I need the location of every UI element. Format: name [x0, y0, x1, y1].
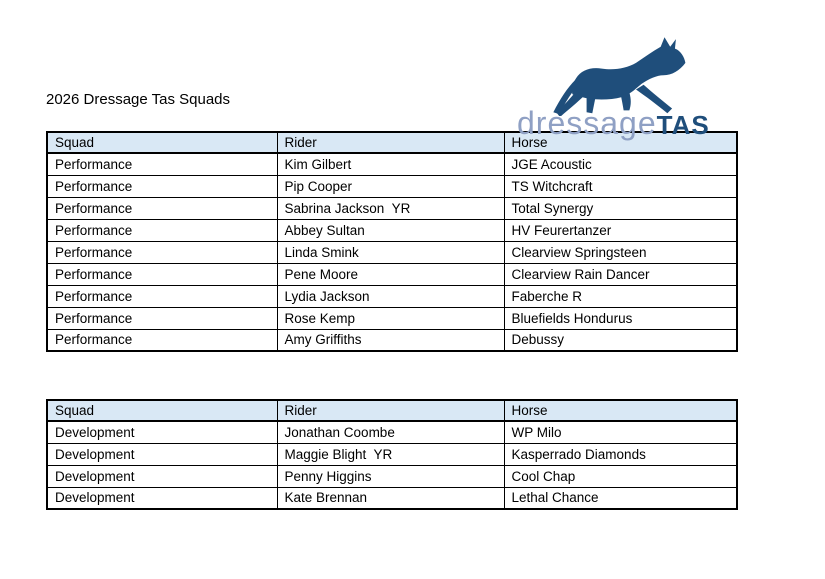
development-squad-table: Squad Rider Horse Development Jonathan C… — [46, 399, 738, 510]
horse-cell: Debussy — [503, 328, 738, 352]
rider-cell: Kate Brennan — [276, 486, 505, 510]
squad-cell: Performance — [46, 262, 278, 286]
horse-cell: TS Witchcraft — [503, 174, 738, 198]
horse-cell: Total Synergy — [503, 196, 738, 220]
table-row: Performance Amy Griffiths Debussy — [46, 328, 738, 352]
squad-cell: Performance — [46, 218, 278, 242]
rider-cell: Rose Kemp — [276, 306, 505, 330]
rider-cell: Pene Moore — [276, 262, 505, 286]
horse-cell: WP Milo — [503, 420, 738, 444]
horse-cell: Lethal Chance — [503, 486, 738, 510]
column-header-squad: Squad — [46, 399, 278, 422]
table-row: Performance Kim Gilbert JGE Acoustic — [46, 152, 738, 176]
squad-cell: Performance — [46, 196, 278, 220]
rider-cell: Linda Smink — [276, 240, 505, 264]
table-row: Performance Pene Moore Clearview Rain Da… — [46, 262, 738, 286]
rider-cell: Amy Griffiths — [276, 328, 505, 352]
table-row: Performance Linda Smink Clearview Spring… — [46, 240, 738, 264]
squad-cell: Performance — [46, 328, 278, 352]
horse-cell: Faberche R — [503, 284, 738, 308]
header-row: Squad Rider Horse — [46, 131, 738, 154]
squad-cell: Development — [46, 420, 278, 444]
horse-cell: Bluefields Hondurus — [503, 306, 738, 330]
table-row: Development Kate Brennan Lethal Chance — [46, 486, 738, 510]
column-header-squad: Squad — [46, 131, 278, 154]
horse-cell: HV Feurertanzer — [503, 218, 738, 242]
squad-cell: Development — [46, 442, 278, 466]
logo-wordmark: dressage TAS — [517, 107, 710, 139]
squad-cell: Performance — [46, 240, 278, 264]
table-row: Development Jonathan Coombe WP Milo — [46, 420, 738, 444]
logo-text-tas: TAS — [656, 110, 710, 140]
table-row: Performance Abbey Sultan HV Feurertanzer — [46, 218, 738, 242]
table-row: Performance Sabrina Jackson YR Total Syn… — [46, 196, 738, 220]
horse-cell: Clearview Springsteen — [503, 240, 738, 264]
squad-cell: Development — [46, 486, 278, 510]
squad-cell: Performance — [46, 284, 278, 308]
horse-icon — [553, 37, 686, 116]
rider-cell: Maggie Blight YR — [276, 442, 505, 466]
horse-cell: Cool Chap — [503, 464, 738, 488]
squad-cell: Performance — [46, 306, 278, 330]
table-row: Performance Lydia Jackson Faberche R — [46, 284, 738, 308]
dressage-tas-logo: dressage TAS — [517, 22, 741, 139]
horse-cell: Clearview Rain Dancer — [503, 262, 738, 286]
rider-cell: Pip Cooper — [276, 174, 505, 198]
column-header-rider: Rider — [276, 399, 505, 422]
table-row: Performance Rose Kemp Bluefields Honduru… — [46, 306, 738, 330]
logo-text-dressage: dressage — [517, 105, 657, 141]
rider-cell: Abbey Sultan — [276, 218, 505, 242]
column-header-horse: Horse — [503, 131, 738, 154]
horse-cell: Kasperrado Diamonds — [503, 442, 738, 466]
rider-cell: Sabrina Jackson YR — [276, 196, 505, 220]
table-row: Development Penny Higgins Cool Chap — [46, 464, 738, 488]
rider-cell: Jonathan Coombe — [276, 420, 505, 444]
rider-cell: Kim Gilbert — [276, 152, 505, 176]
squad-cell: Performance — [46, 174, 278, 198]
table-row: Development Maggie Blight YR Kasperrado … — [46, 442, 738, 466]
rider-cell: Penny Higgins — [276, 464, 505, 488]
page-title: 2026 Dressage Tas Squads — [46, 91, 231, 108]
horse-cell: JGE Acoustic — [503, 152, 738, 176]
column-header-horse: Horse — [503, 399, 738, 422]
header-row: Squad Rider Horse — [46, 399, 738, 422]
squad-cell: Development — [46, 464, 278, 488]
rider-cell: Lydia Jackson — [276, 284, 505, 308]
squad-cell: Performance — [46, 152, 278, 176]
table-row: Performance Pip Cooper TS Witchcraft — [46, 174, 738, 198]
performance-squad-table: Squad Rider Horse Performance Kim Gilber… — [46, 131, 738, 352]
column-header-rider: Rider — [276, 131, 505, 154]
